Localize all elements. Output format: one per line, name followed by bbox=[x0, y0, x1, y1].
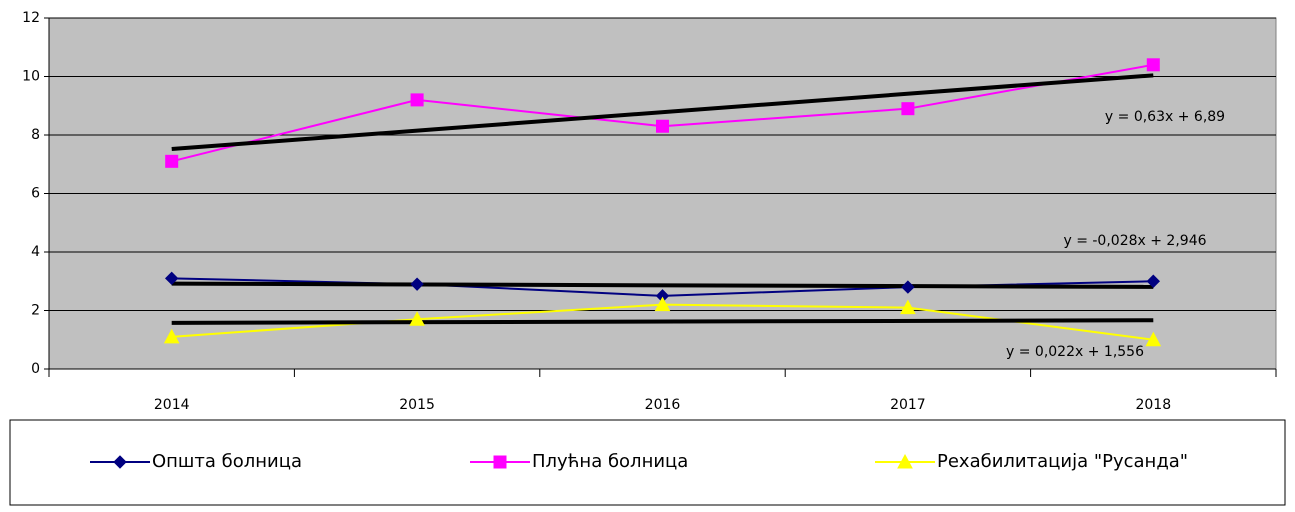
y-tick-label: 12 bbox=[22, 10, 40, 26]
trendline-label: y = 0,63x + 6,89 bbox=[1105, 109, 1225, 125]
point bbox=[901, 102, 915, 116]
legend-marker bbox=[493, 455, 507, 469]
x-tick-label: 2015 bbox=[399, 397, 435, 413]
legend-label: Рехабилитација "Русанда" bbox=[937, 451, 1188, 472]
trendline bbox=[171, 318, 1154, 325]
trendline-label: y = 0,022x + 1,556 bbox=[1006, 344, 1144, 360]
trendline bbox=[171, 73, 1154, 152]
legend-marker bbox=[897, 453, 913, 469]
y-tick-label: 2 bbox=[31, 303, 40, 319]
point bbox=[165, 154, 179, 168]
trendline-label: y = -0,028x + 2,946 bbox=[1063, 233, 1206, 249]
x-tick-label: 2016 bbox=[645, 397, 681, 413]
y-tick-label: 0 bbox=[31, 361, 40, 377]
y-tick-label: 4 bbox=[31, 244, 40, 260]
point bbox=[163, 328, 180, 344]
x-tick-label: 2017 bbox=[890, 397, 926, 413]
y-tick-label: 10 bbox=[22, 69, 40, 85]
trendline bbox=[171, 281, 1154, 289]
y-tick-label: 8 bbox=[31, 127, 40, 143]
legend-label: Плућна болница bbox=[532, 451, 688, 472]
point bbox=[410, 277, 424, 291]
legend-label: Општа болница bbox=[152, 451, 302, 472]
point bbox=[1146, 58, 1160, 72]
point bbox=[656, 119, 669, 133]
point bbox=[654, 296, 671, 312]
point bbox=[410, 93, 424, 107]
point bbox=[409, 311, 425, 326]
legend-box bbox=[9, 419, 1286, 506]
y-tick-label: 6 bbox=[31, 186, 40, 202]
point bbox=[1145, 331, 1162, 347]
point bbox=[1146, 274, 1161, 288]
x-tick-label: 2014 bbox=[154, 397, 190, 413]
x-tick-label: 2018 bbox=[1135, 397, 1171, 413]
point bbox=[901, 280, 915, 294]
point bbox=[164, 271, 179, 286]
legend-marker bbox=[113, 455, 127, 469]
point bbox=[900, 299, 916, 315]
